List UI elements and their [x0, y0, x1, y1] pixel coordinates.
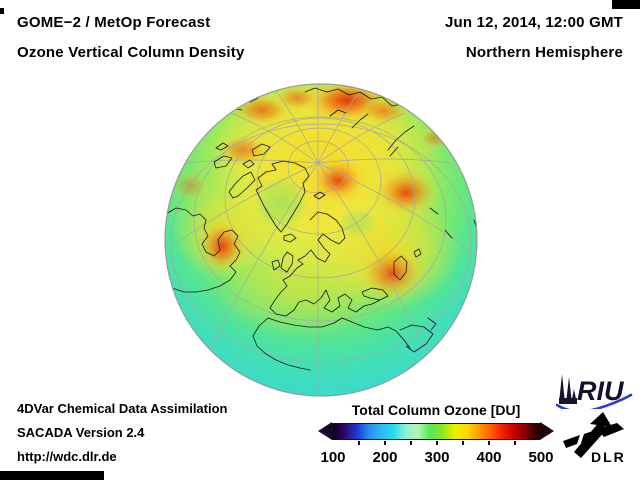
dlr-wings-icon	[563, 412, 624, 458]
graticule	[165, 84, 472, 396]
dlr-logo-text: DLR	[591, 449, 626, 465]
colorbar-minor-tick	[410, 441, 412, 445]
colorbar-minor-tick	[488, 441, 490, 445]
colorbar-minor-tick	[436, 441, 438, 445]
dlr-logo: DLR	[563, 412, 626, 465]
product-title-line2: Ozone Vertical Column Density	[17, 44, 245, 61]
attribution-line2: SACADA Version 2.4	[17, 425, 145, 440]
colorbar-gradient	[332, 423, 540, 440]
colorbar-minor-tick	[358, 441, 360, 445]
colorbar-arrow-left-icon	[318, 422, 332, 440]
colorbar-minor-tick	[384, 441, 386, 445]
colorbar-tick-label-500: 500	[528, 449, 554, 466]
colorbar-tick-label-100: 100	[320, 449, 346, 466]
screen-artifact-top-left	[0, 8, 4, 14]
colorbar-arrow-right-icon	[540, 422, 554, 440]
riu-logo: RIU	[556, 374, 633, 409]
coastlines	[165, 87, 477, 371]
attribution-line1: 4DVar Chemical Data Assimilation	[17, 401, 228, 416]
colorbar-tick-label-400: 400	[476, 449, 502, 466]
attribution-url: http://wdc.dlr.de	[17, 449, 117, 464]
cathedral-icon	[559, 374, 577, 404]
screen-artifact-top-right	[612, 0, 640, 9]
colorbar-tick-label-300: 300	[424, 449, 450, 466]
riu-swoosh-icon	[556, 393, 633, 409]
screen-artifact-bottom-left	[0, 471, 104, 480]
colorbar-minor-tick	[514, 441, 516, 445]
globe-limb	[164, 83, 478, 397]
colorbar-tick-label-200: 200	[372, 449, 398, 466]
forecast-datetime: Jun 12, 2014, 12:00 GMT	[444, 14, 623, 31]
colorbar-title: Total Column Ozone [DU]	[351, 402, 521, 418]
hemisphere-label: Northern Hemisphere	[465, 44, 623, 61]
product-title-line1: GOME−2 / MetOp Forecast	[17, 14, 211, 31]
colorbar-minor-tick	[462, 441, 464, 445]
